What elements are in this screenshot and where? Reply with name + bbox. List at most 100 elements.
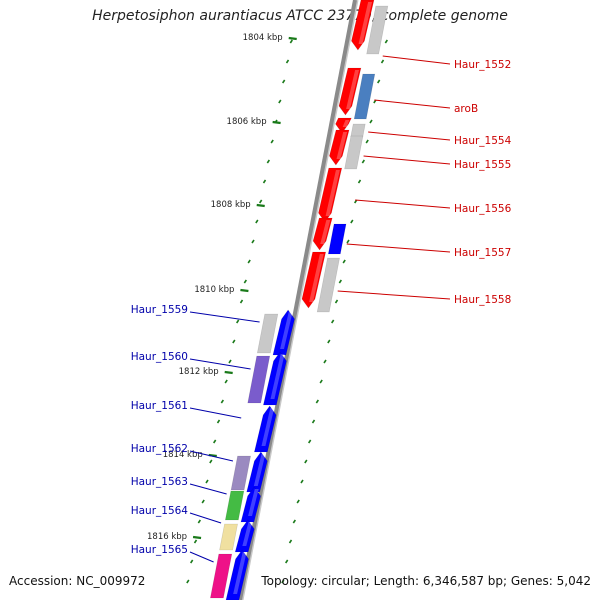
forward-gene-partner (316, 257, 340, 313)
tick-mark-inner (288, 539, 293, 544)
forward-gene-label: Haur_1552 (454, 59, 511, 71)
tick-mark-outer (266, 159, 270, 164)
scale-label: 1806 kbp (227, 117, 267, 127)
tick-mark-inner (346, 239, 350, 244)
tick-mark-outer (220, 399, 224, 404)
major-tick (240, 288, 249, 293)
accession-text: Accession: NC_009972 (9, 574, 146, 588)
forward-gene-arrow-shine (346, 70, 360, 109)
tick-mark-outer (186, 579, 190, 584)
tick-mark-outer (239, 299, 244, 304)
tick-mark-outer (216, 419, 221, 424)
reverse-gene-arrow-shine (280, 312, 293, 349)
tick-mark-inner (292, 519, 296, 524)
tick-mark-inner (361, 159, 365, 164)
reverse-label-leader (189, 450, 234, 462)
gene-labels: 1804 kbp 1806 kbp 1808 kbp 1810 kbp 1812 kbp… (131, 33, 512, 563)
forward-gene-arrow-shine (336, 132, 348, 159)
forward-gene-arrow (318, 167, 343, 223)
tick-mark-inner (281, 579, 285, 584)
tick-mark-outer (259, 199, 263, 204)
reverse-gene-partner (230, 455, 251, 491)
tick-mark-inner (384, 39, 388, 44)
reverse-gene-arrow-shine (248, 489, 259, 516)
tick-mark-inner (334, 299, 339, 304)
tick-mark-outer (224, 379, 228, 384)
map-title: Herpetosiphon aurantiacus ATCC 23779, co… (92, 8, 508, 24)
tick-mark-inner (327, 339, 331, 344)
forward-gene-arrow-shine (320, 220, 331, 244)
reverse-gene-label: Haur_1565 (131, 544, 188, 556)
forward-label-leader (346, 243, 451, 253)
forward-gene-label: Haur_1555 (454, 159, 511, 171)
reverse-gene-partner (256, 313, 279, 354)
tick-marks (186, 36, 388, 584)
forward-gene-arrow (335, 117, 352, 134)
reverse-gene-arrow-shine (270, 354, 285, 399)
tick-mark-outer (205, 479, 209, 484)
topology-text: Topology: circular; Length: 6,346,587 bp… (261, 574, 591, 588)
tick-mark-outer (228, 359, 232, 364)
scale-label: 1816 kbp (147, 532, 187, 542)
forward-gene-arrow (351, 0, 375, 51)
forward-gene-arrow-shine (325, 170, 340, 216)
reverse-gene-arrow (225, 549, 249, 600)
tick-mark-outer (270, 139, 274, 144)
reverse-gene-partner (219, 523, 238, 551)
scale-label: 1814 kbp (163, 450, 203, 460)
tick-mark-outer (201, 499, 205, 504)
tick-mark-outer (251, 239, 255, 244)
forward-label-leader (355, 199, 451, 209)
reverse-label-leader (189, 311, 260, 323)
reverse-gene-label: Haur_1564 (131, 505, 189, 517)
reverse-label-leader (189, 551, 214, 563)
forward-gene-arrow (312, 217, 333, 251)
forward-label-leader (374, 99, 451, 109)
forward-gene-partner (366, 5, 389, 55)
scale-label: 1808 kbp (211, 200, 251, 210)
tick-mark-outer (232, 339, 236, 344)
reverse-gene-label: Haur_1560 (131, 351, 188, 363)
reverse-label-leader (189, 407, 242, 419)
forward-gene-partner (350, 123, 366, 138)
tick-mark-inner (365, 139, 369, 144)
tick-mark-outer (247, 259, 251, 264)
tick-mark-inner (308, 439, 312, 444)
scale-label: 1810 kbp (194, 285, 234, 295)
reverse-gene-partner (224, 490, 245, 521)
tick-mark-inner (342, 259, 346, 264)
tick-mark-inner (331, 319, 335, 324)
tick-mark-outer (197, 519, 201, 524)
forward-gene-partner (344, 135, 364, 170)
forward-gene-label: Haur_1556 (454, 203, 512, 215)
tick-mark-outer (285, 59, 290, 64)
tick-mark-outer (193, 539, 198, 544)
forward-gene-arrow (338, 67, 362, 116)
tick-mark-outer (213, 439, 217, 444)
reverse-label-leader (189, 358, 251, 370)
reverse-gene-label: Haur_1563 (131, 476, 188, 488)
reverse-label-leader (189, 483, 227, 495)
major-tick (192, 535, 202, 540)
tick-mark-outer (262, 179, 267, 184)
reverse-gene-arrow-shine (233, 552, 247, 594)
major-tick (288, 36, 297, 41)
tick-mark-outer (255, 219, 259, 224)
forward-label-leader (382, 55, 451, 65)
tick-mark-inner (380, 59, 385, 64)
tick-mark-outer (278, 99, 282, 104)
forward-gene-arrow (301, 251, 327, 309)
reverse-gene-arrow-shine (261, 408, 275, 446)
tick-mark-inner (285, 559, 289, 564)
genome-backbone (238, 0, 359, 600)
reverse-gene-partner (210, 553, 233, 599)
tick-mark-inner (300, 479, 304, 484)
forward-gene-label: Haur_1558 (454, 294, 511, 306)
tick-mark-inner (357, 179, 362, 184)
forward-gene-partner (327, 223, 347, 255)
forward-label-leader (363, 155, 451, 165)
tick-mark-outer (236, 319, 240, 324)
forward-gene-label: Haur_1554 (454, 135, 512, 147)
tick-mark-inner (311, 419, 316, 424)
